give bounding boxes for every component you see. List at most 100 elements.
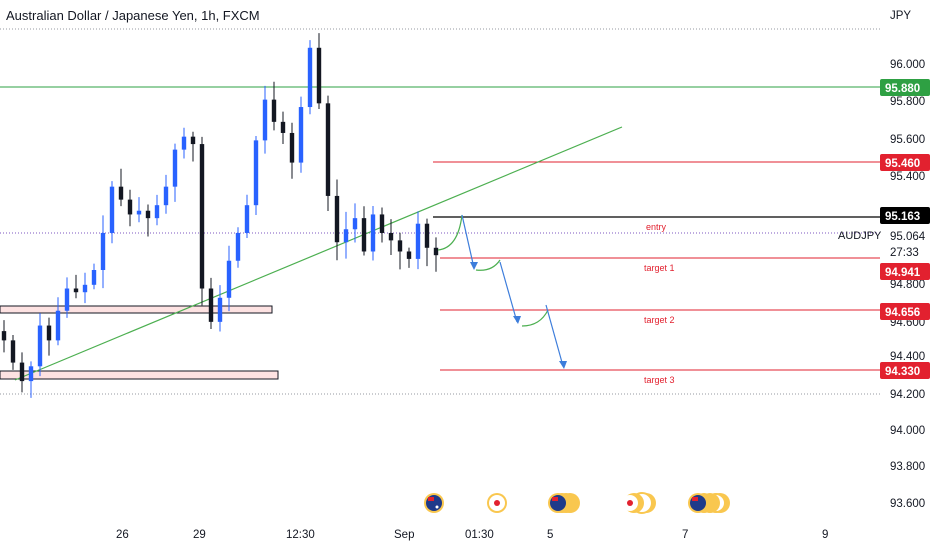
target-3-label: target 3 bbox=[644, 375, 675, 385]
australia-japan-multi-event-icon[interactable] bbox=[688, 493, 730, 513]
x-tick: 7 bbox=[682, 529, 688, 541]
price-tag-label: 94.941 bbox=[885, 267, 921, 279]
candle-body bbox=[406, 251, 412, 259]
candle-body bbox=[415, 223, 421, 259]
price-tag-94330[interactable] bbox=[880, 362, 930, 379]
price-tag-95460[interactable] bbox=[880, 154, 930, 171]
candle-body bbox=[343, 229, 349, 243]
target-1-label: target 1 bbox=[644, 263, 675, 273]
candle-body bbox=[154, 205, 160, 219]
x-tick: 12:30 bbox=[286, 529, 315, 541]
candle-body bbox=[181, 136, 187, 150]
symbol-label: AUDJPY bbox=[838, 230, 882, 242]
candle-body bbox=[82, 284, 88, 293]
candle-body bbox=[307, 47, 313, 108]
candle-body bbox=[109, 186, 115, 233]
candle-body bbox=[163, 186, 169, 206]
price-tag-94941[interactable] bbox=[880, 263, 930, 280]
target-2-label: target 2 bbox=[644, 315, 675, 325]
y-tick: 94.400 bbox=[890, 351, 925, 363]
chart-title: Australian Dollar / Japanese Yen, 1h, FX… bbox=[6, 8, 260, 23]
candle-body bbox=[199, 144, 205, 289]
candle-body bbox=[172, 149, 178, 187]
price-tag-label: 94.656 bbox=[885, 307, 920, 319]
candle-body bbox=[37, 325, 43, 367]
candle-body bbox=[379, 214, 385, 233]
candlesticks bbox=[1, 33, 439, 398]
y-tick: 94.200 bbox=[890, 389, 925, 401]
candle-body bbox=[55, 310, 61, 341]
japan-multi-event-icon[interactable] bbox=[622, 492, 656, 514]
arrow-head-2 bbox=[513, 316, 521, 324]
y-tick: 95.600 bbox=[890, 134, 925, 146]
x-axis[interactable]: 26 29 12:30 Sep 01:30 5 7 9 bbox=[116, 529, 828, 541]
candle-body bbox=[127, 199, 133, 215]
candle-body bbox=[226, 260, 232, 298]
candle-body bbox=[262, 99, 268, 141]
y-tick: 96.000 bbox=[890, 59, 925, 71]
candle-body bbox=[397, 240, 403, 252]
pullback-curve-3 bbox=[521, 309, 549, 327]
candle-body bbox=[19, 362, 25, 382]
candle-body bbox=[91, 270, 97, 285]
pullback-curve-2 bbox=[475, 259, 501, 271]
candle-body bbox=[361, 218, 367, 252]
candle-body bbox=[298, 107, 304, 163]
currency-label: JPY bbox=[890, 10, 911, 22]
candle-body bbox=[352, 218, 358, 230]
candle-body bbox=[253, 140, 259, 206]
australia-multi-event-icon[interactable] bbox=[548, 493, 580, 513]
price-tag-label: 94.330 bbox=[885, 366, 920, 378]
candle-body bbox=[64, 288, 70, 311]
y-tick: 93.800 bbox=[890, 461, 925, 473]
candle-body bbox=[316, 47, 322, 104]
price-tag-label: 95.460 bbox=[885, 158, 920, 170]
candle-body bbox=[334, 195, 340, 243]
ascending-trendline[interactable] bbox=[14, 126, 623, 381]
candle-body bbox=[136, 210, 142, 215]
economic-events[interactable] bbox=[424, 492, 730, 514]
price-tag-95880[interactable] bbox=[880, 79, 930, 96]
arrow-head-3 bbox=[559, 361, 567, 369]
australia-flag-event-icon[interactable] bbox=[424, 493, 444, 513]
x-tick: 9 bbox=[822, 529, 828, 541]
support-zone-1[interactable] bbox=[0, 305, 273, 314]
candle-body bbox=[289, 132, 295, 163]
candle-body bbox=[145, 210, 151, 219]
candle-body bbox=[1, 331, 7, 341]
support-zone-2[interactable] bbox=[0, 370, 279, 380]
japan-flag-event-icon[interactable] bbox=[487, 493, 507, 513]
x-tick: 01:30 bbox=[465, 529, 494, 541]
candle-body bbox=[10, 340, 16, 363]
y-tick: 94.800 bbox=[890, 279, 925, 291]
price-tags[interactable]: 95.880 95.460 95.163 94.941 94.656 94.33… bbox=[880, 79, 930, 379]
candle-body bbox=[370, 214, 376, 252]
candle-body bbox=[325, 103, 331, 196]
y-tick: 95.800 bbox=[890, 96, 925, 108]
price-tag-label: 95.880 bbox=[885, 83, 920, 95]
candle-body bbox=[433, 247, 439, 256]
price-tag-95163[interactable] bbox=[880, 207, 930, 224]
candle-body bbox=[46, 325, 52, 341]
arrow-line-2 bbox=[499, 261, 518, 323]
arrow-line-3 bbox=[545, 304, 564, 367]
y-tick: 95.400 bbox=[890, 171, 925, 183]
candle-body bbox=[244, 205, 250, 233]
arrow-head-1 bbox=[470, 262, 478, 270]
candle-body bbox=[208, 288, 214, 322]
y-tick: 95.064 bbox=[890, 231, 926, 243]
pullback-curve-1 bbox=[437, 214, 463, 251]
candle-body bbox=[28, 366, 34, 382]
x-tick: Sep bbox=[394, 529, 414, 541]
countdown-label: 27:33 bbox=[890, 247, 919, 259]
arrow-line-1 bbox=[461, 214, 475, 269]
candle-body bbox=[100, 232, 106, 270]
projected-path[interactable] bbox=[437, 214, 567, 369]
price-tag-94656[interactable] bbox=[880, 303, 930, 320]
x-tick: 5 bbox=[547, 529, 553, 541]
candle-body bbox=[388, 232, 394, 241]
y-tick: 93.600 bbox=[890, 498, 925, 510]
candle-body bbox=[271, 99, 277, 122]
